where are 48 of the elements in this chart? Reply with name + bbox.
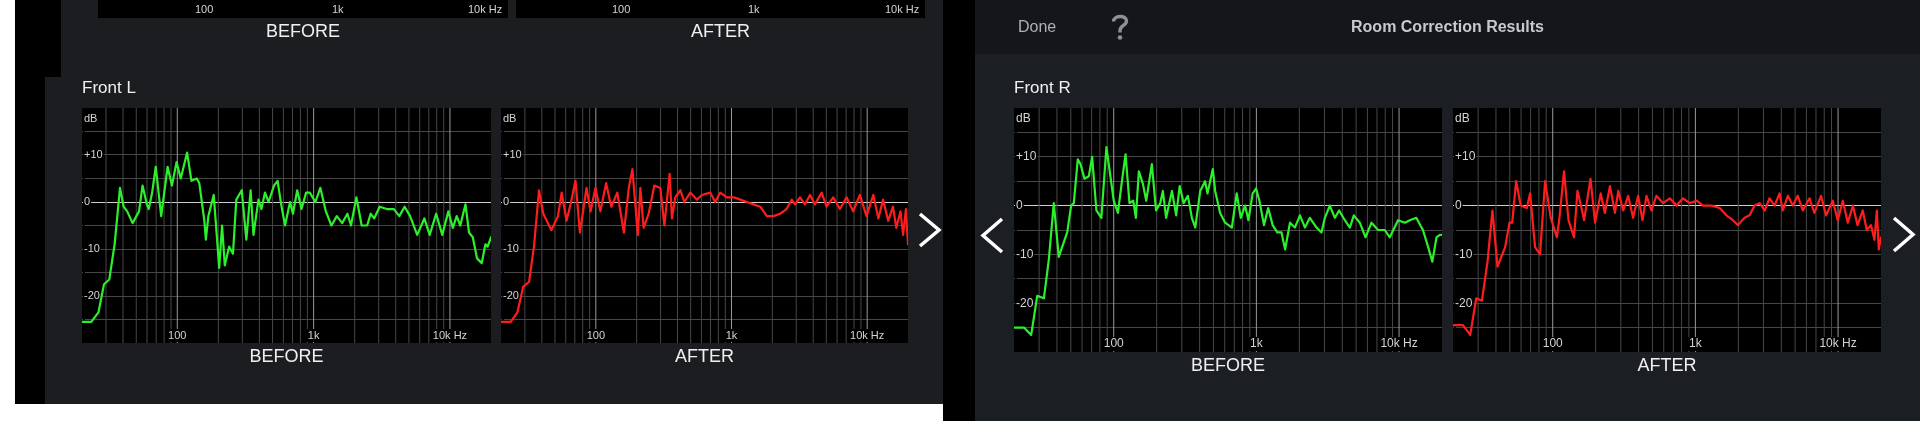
text: 1k <box>332 2 344 17</box>
x-tick-label: 1k <box>1250 336 1264 351</box>
y-tick-label: 0 <box>1455 197 1462 212</box>
y-axis-title: dB <box>1016 111 1031 126</box>
text: AFTER <box>690 21 751 41</box>
y-tick-label: -10 <box>1455 246 1473 261</box>
text: 100 <box>612 2 631 17</box>
chart-title: Front R <box>1014 78 1071 98</box>
text: 100 <box>195 2 214 17</box>
y-axis-title: dB <box>1455 111 1470 126</box>
y-tick-label: +10 <box>503 148 522 161</box>
y-axis-title: dB <box>84 111 98 124</box>
text: 10k Hz <box>885 2 920 17</box>
x-axis-title: AFTER <box>1636 355 1698 375</box>
y-tick-label: -20 <box>503 289 519 302</box>
x-tick-label: 1k <box>1689 336 1703 351</box>
y-tick-label: +10 <box>1016 149 1037 164</box>
text: 10k Hz <box>468 2 503 17</box>
y-tick-label: -10 <box>503 242 519 255</box>
x-tick-label: 10k Hz <box>1380 336 1418 351</box>
x-tick-label: 10k Hz <box>850 328 885 341</box>
y-tick-label: +10 <box>1455 149 1476 164</box>
x-tick-label: 100 <box>1103 336 1125 351</box>
y-tick-label: -20 <box>1455 295 1473 310</box>
y-tick-label: -20 <box>1016 295 1034 310</box>
text: Room Correction Results <box>1351 18 1544 35</box>
x-tick-label: 10k Hz <box>1819 336 1857 351</box>
x-tick-label: 100 <box>1542 336 1564 351</box>
x-axis-title: BEFORE <box>1190 355 1266 375</box>
y-tick-label: -10 <box>1016 246 1034 261</box>
x-tick-label: 100 <box>168 328 187 341</box>
y-tick-label: -20 <box>84 289 100 302</box>
x-tick-label: 10k Hz <box>432 328 468 341</box>
y-axis-title: dB <box>503 111 517 124</box>
y-tick-label: -10 <box>84 242 100 255</box>
y-tick-label: 0 <box>503 195 510 208</box>
text: Done <box>1018 17 1057 37</box>
text: BEFORE <box>265 21 341 41</box>
x-tick-label: 1k <box>307 328 320 341</box>
x-tick-label: 100 <box>586 328 606 341</box>
x-axis-title: BEFORE <box>248 346 325 366</box>
y-tick-label: 0 <box>84 195 91 208</box>
x-tick-label: 1k <box>725 328 738 341</box>
x-axis-title: AFTER <box>674 346 735 366</box>
chart-title: Front L <box>82 78 136 98</box>
text: 1k <box>748 2 760 17</box>
y-tick-label: +10 <box>84 148 103 161</box>
y-tick-label: 0 <box>1016 197 1023 212</box>
